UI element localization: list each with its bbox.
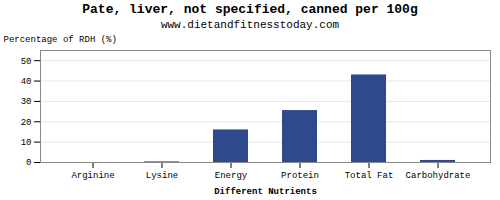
svg-text:40: 40: [21, 77, 32, 87]
svg-text:Energy: Energy: [215, 171, 248, 181]
html-text:Pate, liver, not specified, ca: Pate, liver, not specified, canned per 1…: [82, 2, 418, 17]
svg-text:Total Fat: Total Fat: [345, 171, 394, 181]
svg-text:Different Nutrients: Different Nutrients: [214, 187, 317, 197]
svg-text:30: 30: [21, 97, 32, 107]
svg-text:0: 0: [26, 158, 31, 168]
svg-text:Protein: Protein: [281, 171, 319, 181]
svg-text:20: 20: [21, 118, 32, 128]
svg-text:Lysine: Lysine: [146, 171, 178, 181]
svg-text:Percentage of RDH (%): Percentage of RDH (%): [4, 35, 117, 45]
html-text:www.dietandfitnesstoday.com: www.dietandfitnesstoday.com: [160, 19, 340, 31]
svg-text:Carbohydrate: Carbohydrate: [406, 171, 471, 181]
svg-text:Arginine: Arginine: [71, 171, 114, 181]
svg-text:50: 50: [21, 57, 32, 67]
svg-text:10: 10: [21, 138, 32, 148]
